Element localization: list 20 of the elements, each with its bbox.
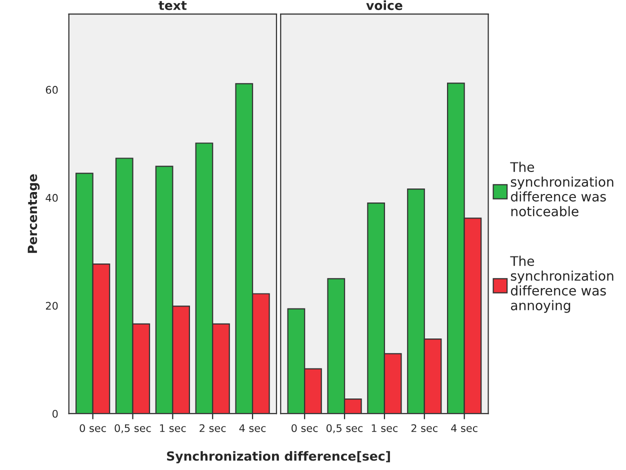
x-tick-label: 2 sec (411, 424, 438, 432)
x-tick-label: 0 sec (80, 424, 106, 432)
x-tick-label: 0 sec (292, 424, 318, 432)
y-axis-title: Percentage (28, 174, 40, 253)
x-tick-label: 4 sec (239, 424, 266, 432)
x-tick-label: 1 sec (160, 424, 186, 432)
x-tick-label: 1 sec (372, 424, 398, 432)
x-tick-label: 0,5 sec (114, 424, 151, 434)
legend-label: The synchronization difference was noticeable (510, 162, 614, 216)
x-axis-title: Synchronization difference[sec] (167, 451, 390, 464)
y-tick-label: 20 (46, 302, 58, 310)
y-tick-label: 40 (46, 194, 58, 202)
y-tick-label: 60 (46, 86, 58, 94)
chart-title: text (158, 1, 187, 10)
x-tick-label: 0,5 sec (326, 424, 363, 434)
x-tick-label: 2 sec (200, 424, 226, 432)
x-tick-label: 4 sec (451, 424, 478, 432)
legend-label: The synchronization difference was annoying (510, 256, 614, 313)
chart-title: voice (366, 0, 402, 10)
y-tick-label: 0 (52, 410, 58, 418)
